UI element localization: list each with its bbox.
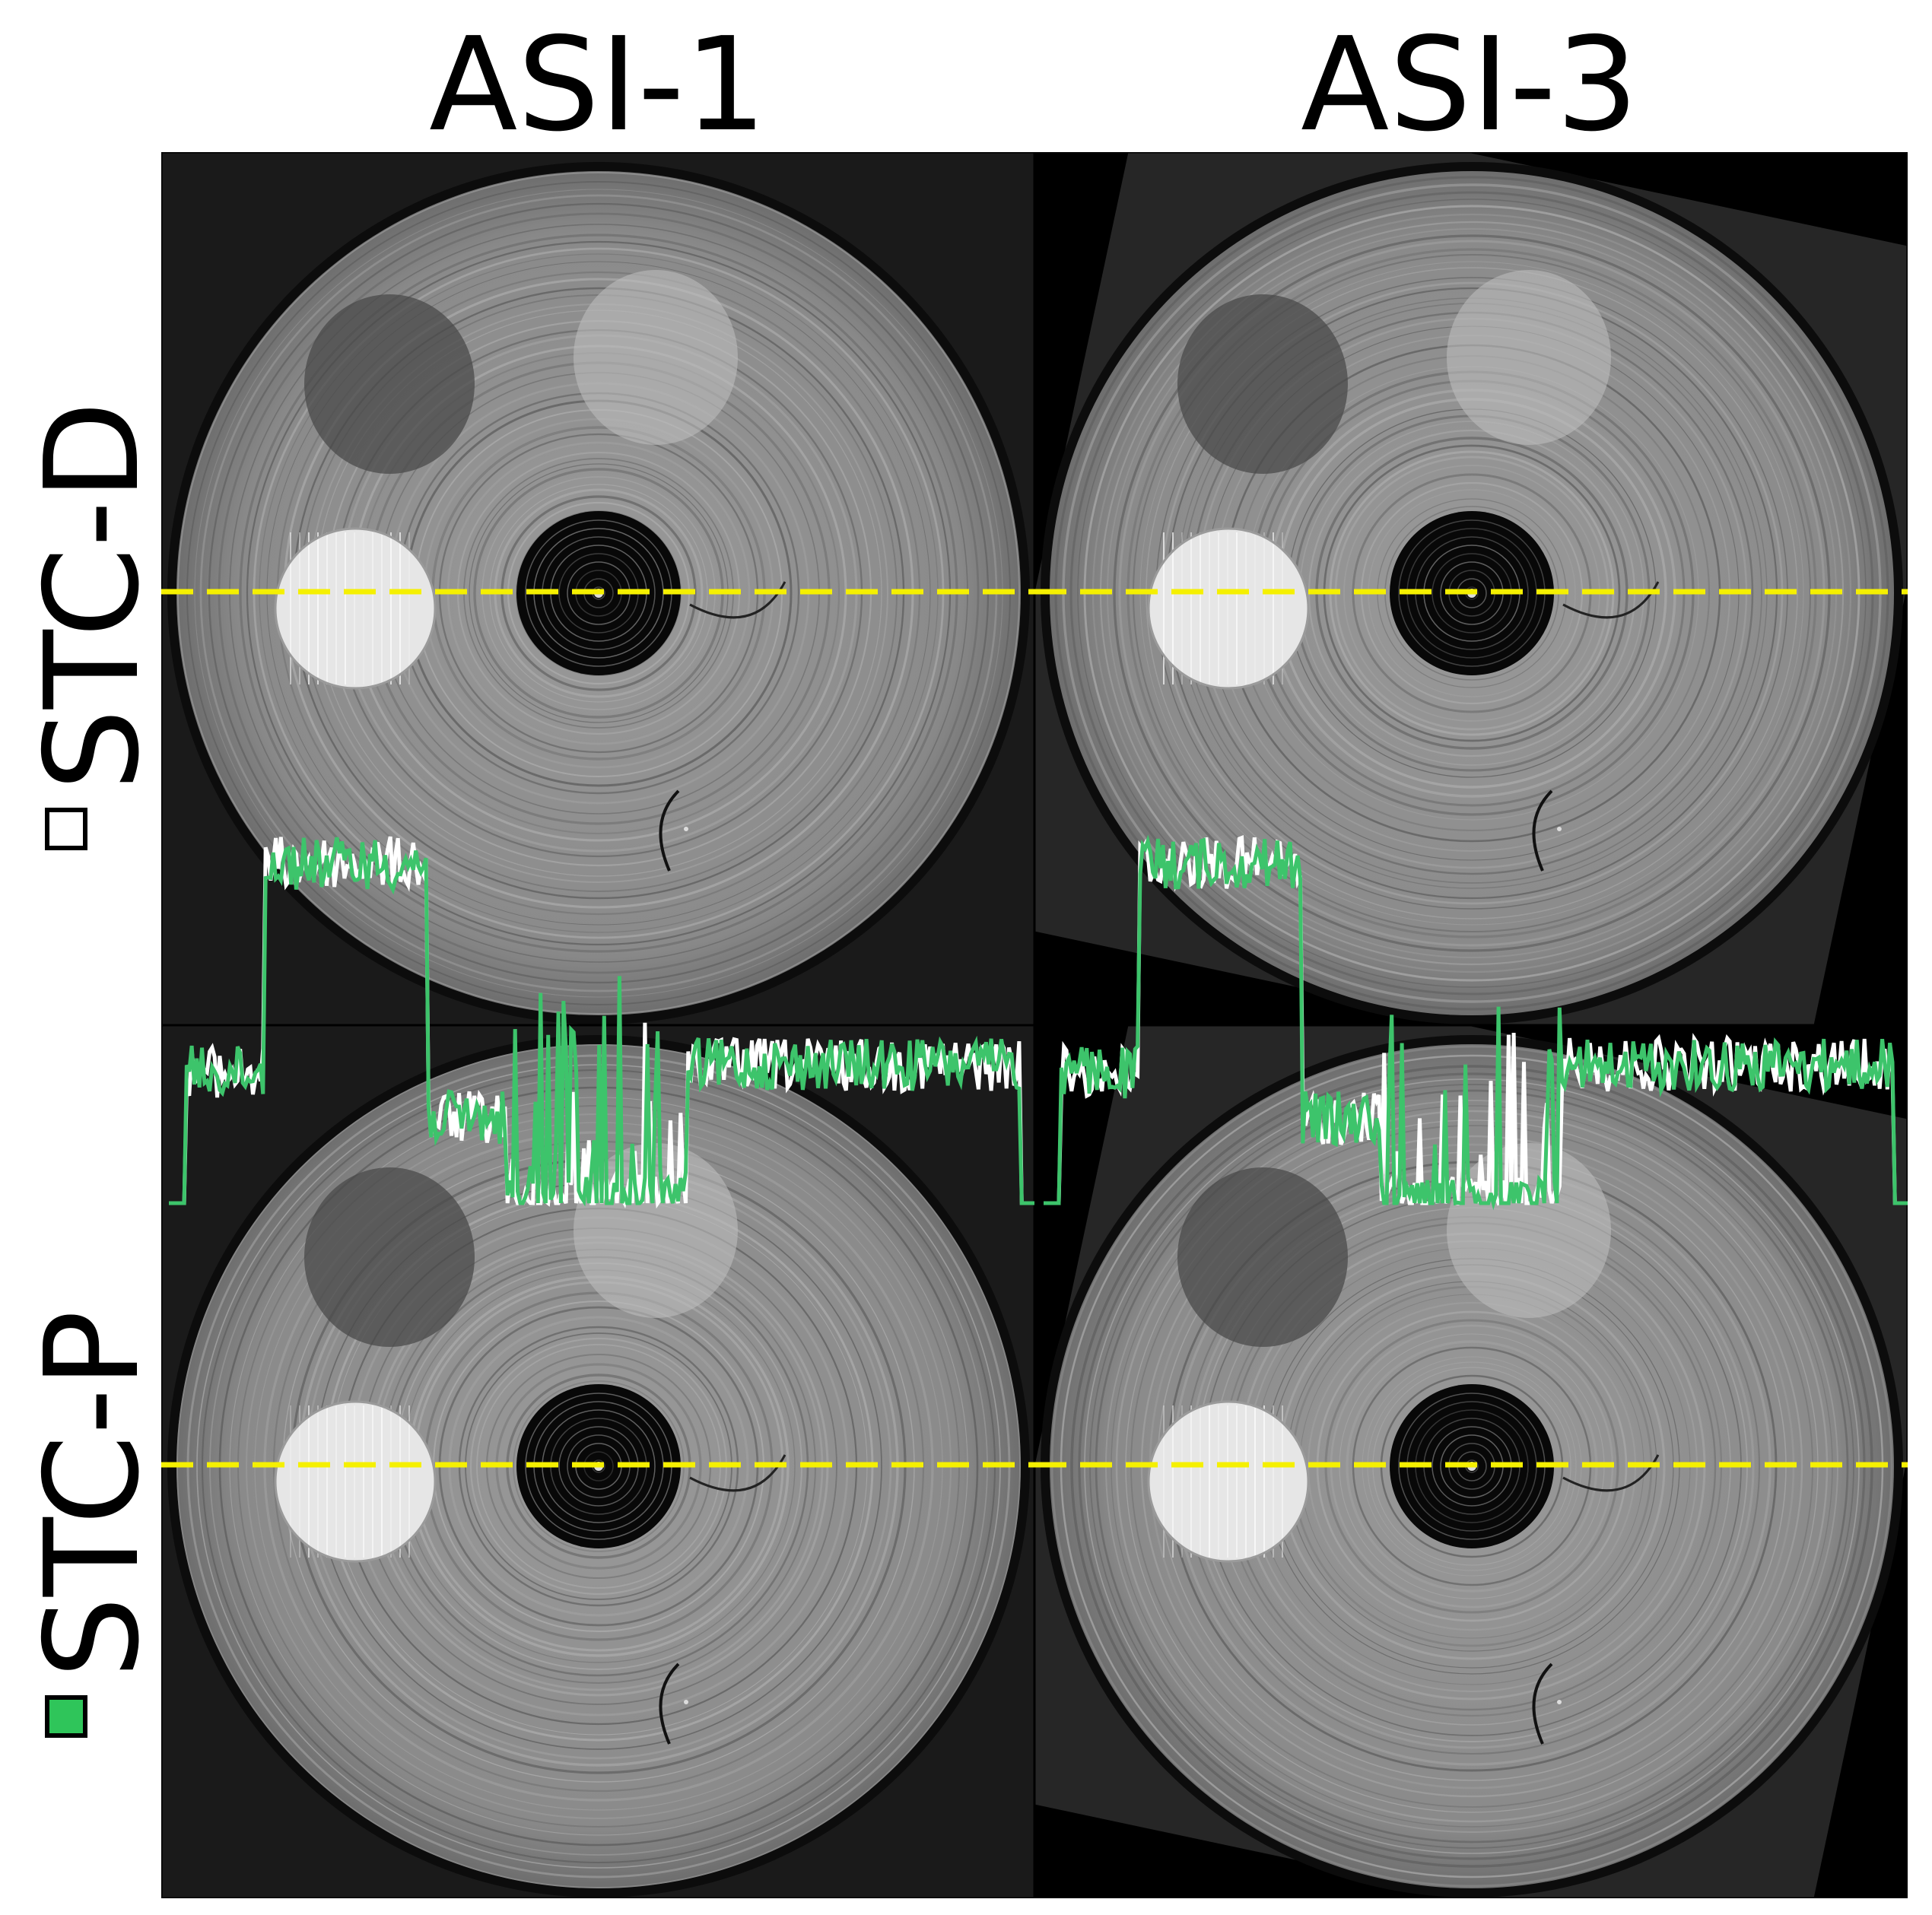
panel-asi1-stcd [161,152,1034,1025]
panel-asi3-stcp [1034,1025,1908,1898]
row-title-stcd: STC-D [17,401,168,791]
row-title-stcp-group: STC-P [17,1310,168,1738]
panel-asi3-stcd [1034,152,1908,1025]
row-title-stcp: STC-P [17,1310,168,1678]
column-title-asi1: ASI-1 [429,10,767,160]
asi1-profile-stcp [169,837,1034,1207]
row-marker-stcp [45,1695,87,1738]
image-panels [161,152,1908,1898]
asi3-profile-stcp [1044,834,1908,1211]
row-title-stcd-group: STC-D [17,401,168,850]
row-marker-stcd [45,808,87,850]
column-title-asi3: ASI-3 [1301,10,1638,160]
profile-overlays [169,834,1908,1211]
